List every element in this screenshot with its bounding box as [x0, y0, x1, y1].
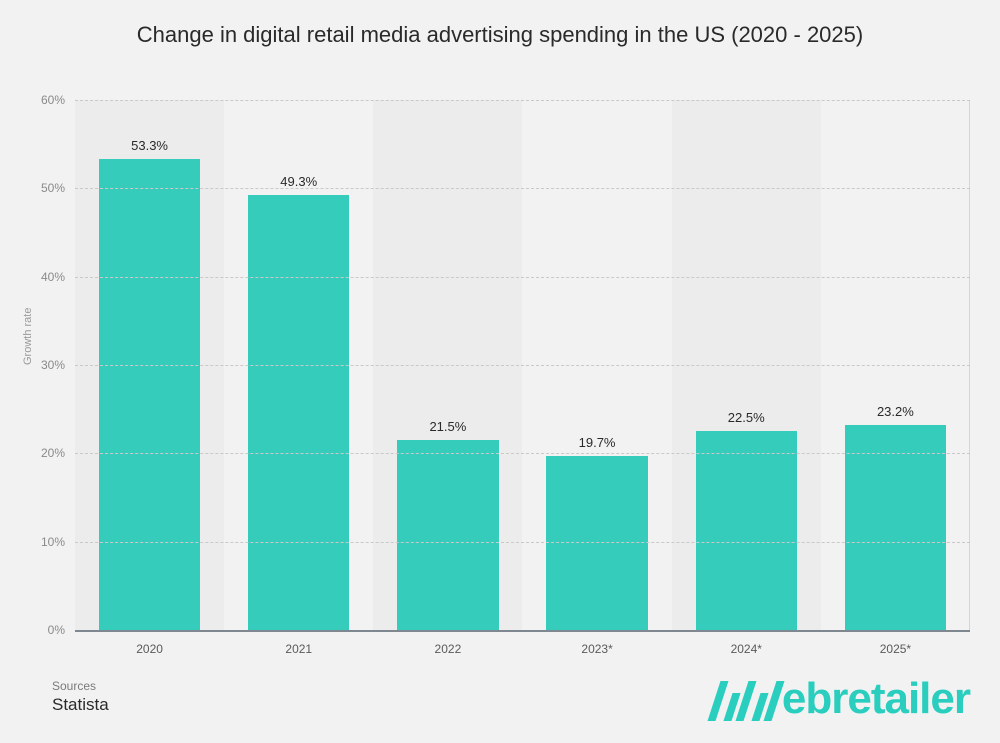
- bar-value-label: 23.2%: [845, 404, 946, 425]
- y-axis-label: Growth rate: [22, 308, 34, 365]
- brand-w-icon: [714, 681, 778, 721]
- x-tick-label: 2020: [136, 642, 163, 656]
- bar: 21.5%: [397, 440, 498, 630]
- bar-value-label: 22.5%: [696, 410, 797, 431]
- bar: 19.7%: [546, 456, 647, 630]
- bar: 22.5%: [696, 431, 797, 630]
- gridline: [75, 453, 970, 454]
- brand-logo: ebretailer: [714, 677, 970, 721]
- footer: Sources Statista: [52, 679, 109, 715]
- gridline: [75, 277, 970, 278]
- sources-label: Sources: [52, 679, 109, 693]
- y-tick-label: 50%: [41, 181, 65, 195]
- x-tick-label: 2022: [435, 642, 462, 656]
- y-tick-label: 60%: [41, 93, 65, 107]
- y-tick-label: 0%: [48, 623, 65, 637]
- gridline: [75, 100, 970, 101]
- gridline: [75, 365, 970, 366]
- sources-name: Statista: [52, 695, 109, 715]
- x-tick-label: 2023*: [581, 642, 612, 656]
- bar-value-label: 49.3%: [248, 174, 349, 195]
- bar-value-label: 53.3%: [99, 138, 200, 159]
- baseline: [75, 630, 970, 632]
- y-tick-label: 20%: [41, 446, 65, 460]
- chart-title: Change in digital retail media advertisi…: [0, 22, 1000, 48]
- x-tick-label: 2025*: [880, 642, 911, 656]
- bar-value-label: 21.5%: [397, 419, 498, 440]
- gridline: [75, 188, 970, 189]
- bar-chart: 53.3%49.3%21.5%19.7%22.5%23.2% 0%10%20%3…: [75, 100, 970, 630]
- gridline: [75, 542, 970, 543]
- bar: 49.3%: [248, 195, 349, 630]
- y-tick-label: 30%: [41, 358, 65, 372]
- y-tick-label: 40%: [41, 270, 65, 284]
- bar: 53.3%: [99, 159, 200, 630]
- y-tick-label: 10%: [41, 535, 65, 549]
- x-tick-label: 2024*: [731, 642, 762, 656]
- bar: 23.2%: [845, 425, 946, 630]
- x-tick-label: 2021: [285, 642, 312, 656]
- brand-text: ebretailer: [782, 677, 970, 721]
